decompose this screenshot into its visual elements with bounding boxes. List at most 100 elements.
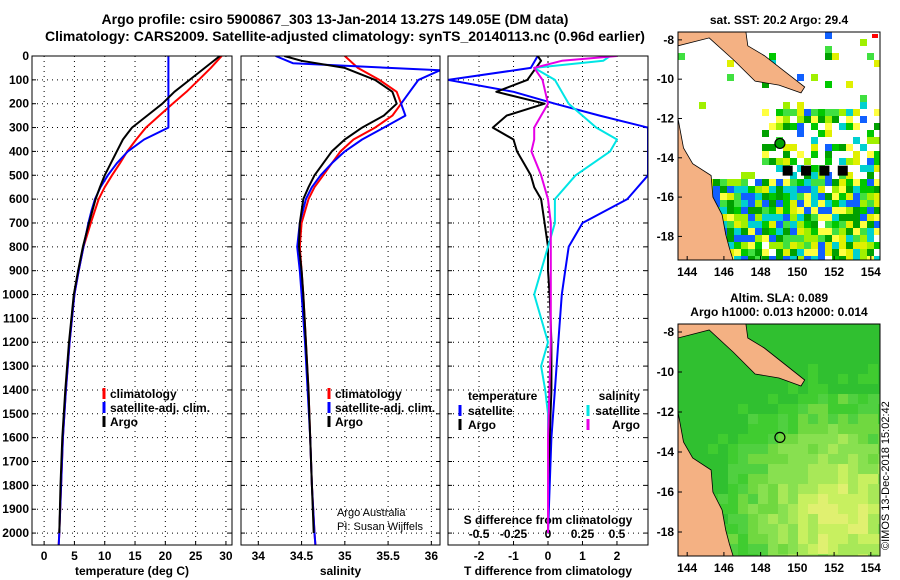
- map-cell: [678, 344, 688, 354]
- map-cell: [769, 256, 776, 260]
- map-cell: [728, 444, 738, 454]
- map-cell: [811, 116, 818, 123]
- map-cell: [762, 207, 769, 214]
- map-cell: [868, 394, 878, 404]
- map-cell: [839, 179, 846, 186]
- map-cell: [776, 109, 783, 116]
- map-cell: [713, 193, 720, 200]
- map-cell: [878, 404, 880, 414]
- map-cell: [838, 324, 848, 334]
- map-cell: [788, 444, 798, 454]
- legend-label: Argo: [335, 415, 363, 429]
- map-cell: [748, 186, 755, 193]
- map-cell: [860, 116, 867, 123]
- map-cell: [860, 39, 867, 46]
- map-cell: [718, 494, 728, 504]
- map-cell: [825, 144, 832, 151]
- map-cell: [848, 444, 858, 454]
- map-cell: [846, 256, 853, 260]
- map-cell: [848, 454, 858, 464]
- map-cell: [838, 434, 848, 444]
- map-cell: [748, 249, 755, 256]
- map-cell: [798, 414, 808, 424]
- map-cell: [748, 256, 755, 260]
- map-cell: [804, 249, 811, 256]
- map-cell: [788, 544, 798, 554]
- map-cell: [762, 228, 769, 235]
- map-cell: [804, 256, 811, 260]
- map-cell: [804, 214, 811, 221]
- map-x-tick-label: 152: [824, 561, 844, 575]
- map-cell: [808, 364, 818, 374]
- map-cell: [738, 434, 748, 444]
- map-cell: [741, 235, 748, 242]
- map-cell: [838, 444, 848, 454]
- map-cell: [825, 193, 832, 200]
- map-cell: [678, 384, 688, 394]
- map-cell: [808, 524, 818, 534]
- map-cell: [713, 179, 720, 186]
- map-cell: [860, 249, 867, 256]
- map-cell: [768, 494, 778, 504]
- map-cell: [776, 158, 783, 165]
- map-cell: [698, 424, 708, 434]
- map-cell: [838, 344, 848, 354]
- map-cell: [858, 524, 868, 534]
- map-cell: [825, 123, 832, 130]
- map-cell: [728, 494, 738, 504]
- map-cell: [727, 193, 734, 200]
- map-cell: [688, 374, 698, 384]
- legend-label: Argo: [612, 418, 640, 432]
- map-cell: [790, 193, 797, 200]
- map-cell: [718, 364, 728, 374]
- map-cell: [868, 374, 878, 384]
- map-cell: [728, 414, 738, 424]
- map-cell: [758, 334, 768, 344]
- map-cell: [734, 228, 741, 235]
- map-cell: [868, 454, 878, 464]
- map-cell: [868, 464, 878, 474]
- series-line-climatology: [57, 56, 223, 545]
- map-cell: [769, 207, 776, 214]
- map-cell: [874, 137, 880, 144]
- map-cell: [868, 554, 878, 556]
- map-cell: [839, 207, 846, 214]
- x-tick-label: 36: [425, 549, 439, 563]
- map-cell: [798, 424, 808, 434]
- map-cell: [825, 53, 832, 60]
- map-cell: [858, 404, 868, 414]
- map-cell: [818, 464, 828, 474]
- map-cell: [804, 242, 811, 249]
- map-cell: [788, 334, 798, 344]
- map-x-tick-label: 146: [714, 265, 734, 279]
- map-cell: [838, 484, 848, 494]
- depth-tick-label: 1500: [2, 407, 29, 421]
- legend-header: salinity: [599, 389, 641, 403]
- map-cell: [688, 414, 698, 424]
- map-cell: [758, 444, 768, 454]
- map-cell: [734, 200, 741, 207]
- map-cell: [708, 354, 718, 364]
- map-cell: [798, 454, 808, 464]
- map-cell: [798, 354, 808, 364]
- map-cell: [878, 394, 880, 404]
- map-cell: [839, 235, 846, 242]
- map-cell: [758, 484, 768, 494]
- map-cell: [867, 221, 874, 228]
- map-cell: [728, 394, 738, 404]
- map-cell: [867, 193, 874, 200]
- map-cell: [860, 186, 867, 193]
- map-cell: [790, 144, 797, 151]
- map-cell: [790, 172, 797, 179]
- map-cell: [868, 534, 878, 544]
- map-cell: [734, 186, 741, 193]
- map-cell: [758, 434, 768, 444]
- map-cell: [797, 123, 804, 130]
- top-x-tick-label: 0: [545, 527, 552, 541]
- map-cell: [808, 544, 818, 554]
- map-cell: [878, 524, 880, 534]
- map-cell: [848, 414, 858, 424]
- map-cell: [818, 384, 828, 394]
- map-cell: [727, 221, 734, 228]
- map-cell: [778, 504, 788, 514]
